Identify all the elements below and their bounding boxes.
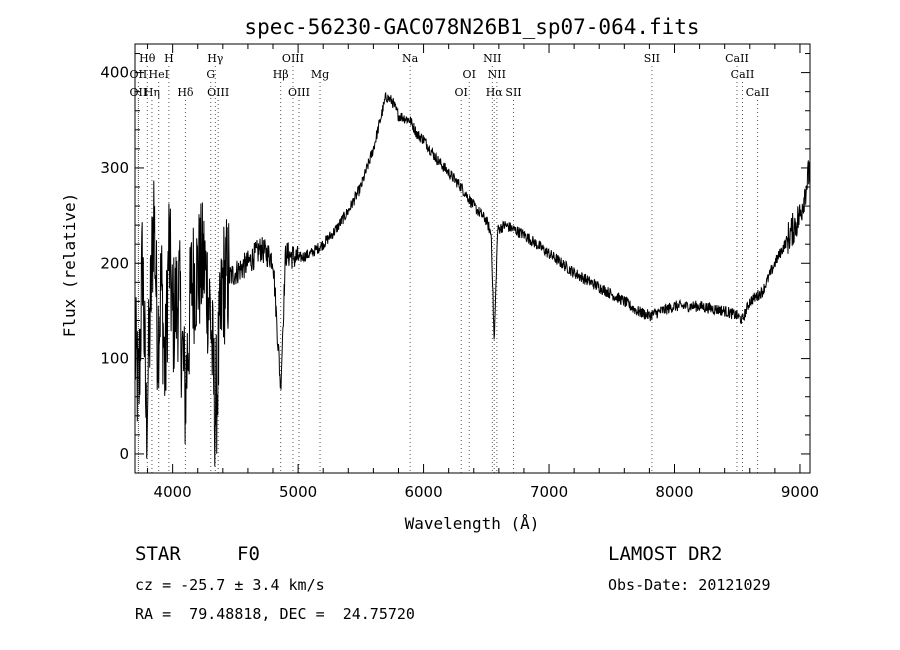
- survey-name: LAMOST DR2: [608, 543, 723, 565]
- spectral-line-label-13: OI: [463, 68, 476, 81]
- x-tick-label-1: 5000: [279, 483, 317, 501]
- spectral-line-label-9: HeI: [148, 68, 168, 81]
- x-tick-label-3: 7000: [530, 483, 568, 501]
- observation-date: Obs-Date: 20121029: [608, 576, 771, 594]
- sky-coordinates: RA = 79.48818, DEC = 24.75720: [135, 605, 415, 623]
- spectral-line-label-22: Hα: [486, 86, 504, 99]
- y-tick-label-0: 0: [119, 445, 129, 463]
- spectral-line-label-14: NII: [488, 68, 506, 81]
- y-axis-label: Flux (relative): [60, 193, 79, 338]
- spectral-line-label-8: OII: [130, 68, 148, 81]
- axis-tick-labels: 4000 5000 6000 7000 8000 9000 0 100 200 300 400: [100, 64, 819, 501]
- spectral-line-label-23: SII: [505, 86, 521, 99]
- spectral-line-label-0: Hθ: [139, 52, 156, 65]
- object-subclass: F0: [237, 543, 260, 565]
- spectral-line-label-16: OII: [130, 86, 148, 99]
- spectral-line-label-2: Hγ: [207, 52, 224, 65]
- spectral-line-label-7: CaII: [725, 52, 749, 65]
- spectral-line-label-17: Hη: [144, 86, 160, 99]
- y-tick-label-1: 100: [100, 350, 129, 368]
- spectral-line-labels: Hθ H Hγ OIII Na NII SII CaII OII HeI G Hβ Mg OI NII CaI…: [130, 52, 770, 99]
- x-tick-label-0: 4000: [154, 483, 192, 501]
- spectral-line-label-15: CaII: [731, 68, 755, 81]
- spectrum-series-line: [134, 91, 811, 467]
- spectral-line-label-10: G: [206, 68, 215, 81]
- spectral-line-label-19: OIII: [207, 86, 229, 99]
- spectral-line-label-4: Na: [402, 52, 419, 65]
- redshift-velocity: cz = -25.7 ± 3.4 km/s: [135, 576, 325, 594]
- plot-frame: [134, 43, 811, 474]
- spectral-line-label-3: OIII: [282, 52, 304, 65]
- chart-title: spec-56230-GAC078N26B1_sp07-064.fits: [244, 15, 699, 39]
- spectral-line-label-21: OI: [455, 86, 468, 99]
- x-tick-label-4: 8000: [655, 483, 693, 501]
- axis-ticks: [135, 44, 810, 473]
- spectral-line-markers: [137, 66, 759, 473]
- object-class: STAR: [135, 543, 181, 565]
- y-tick-label-4: 400: [100, 64, 129, 82]
- spectral-line-label-24: CaII: [746, 86, 770, 99]
- x-tick-label-2: 6000: [404, 483, 442, 501]
- y-tick-label-2: 200: [100, 254, 129, 272]
- x-tick-label-5: 9000: [781, 483, 819, 501]
- spectral-line-label-6: SII: [644, 52, 660, 65]
- spectral-line-label-20: OIII: [288, 86, 310, 99]
- x-axis-label: Wavelength (Å): [405, 514, 540, 533]
- spectral-line-label-11: Hβ: [273, 68, 289, 81]
- spectral-line-label-5: NII: [483, 52, 501, 65]
- y-tick-label-3: 300: [100, 159, 129, 177]
- spectral-line-label-18: Hδ: [177, 86, 194, 99]
- spectral-line-label-1: H: [164, 52, 174, 65]
- spectral-line-label-12: Mg: [311, 68, 329, 81]
